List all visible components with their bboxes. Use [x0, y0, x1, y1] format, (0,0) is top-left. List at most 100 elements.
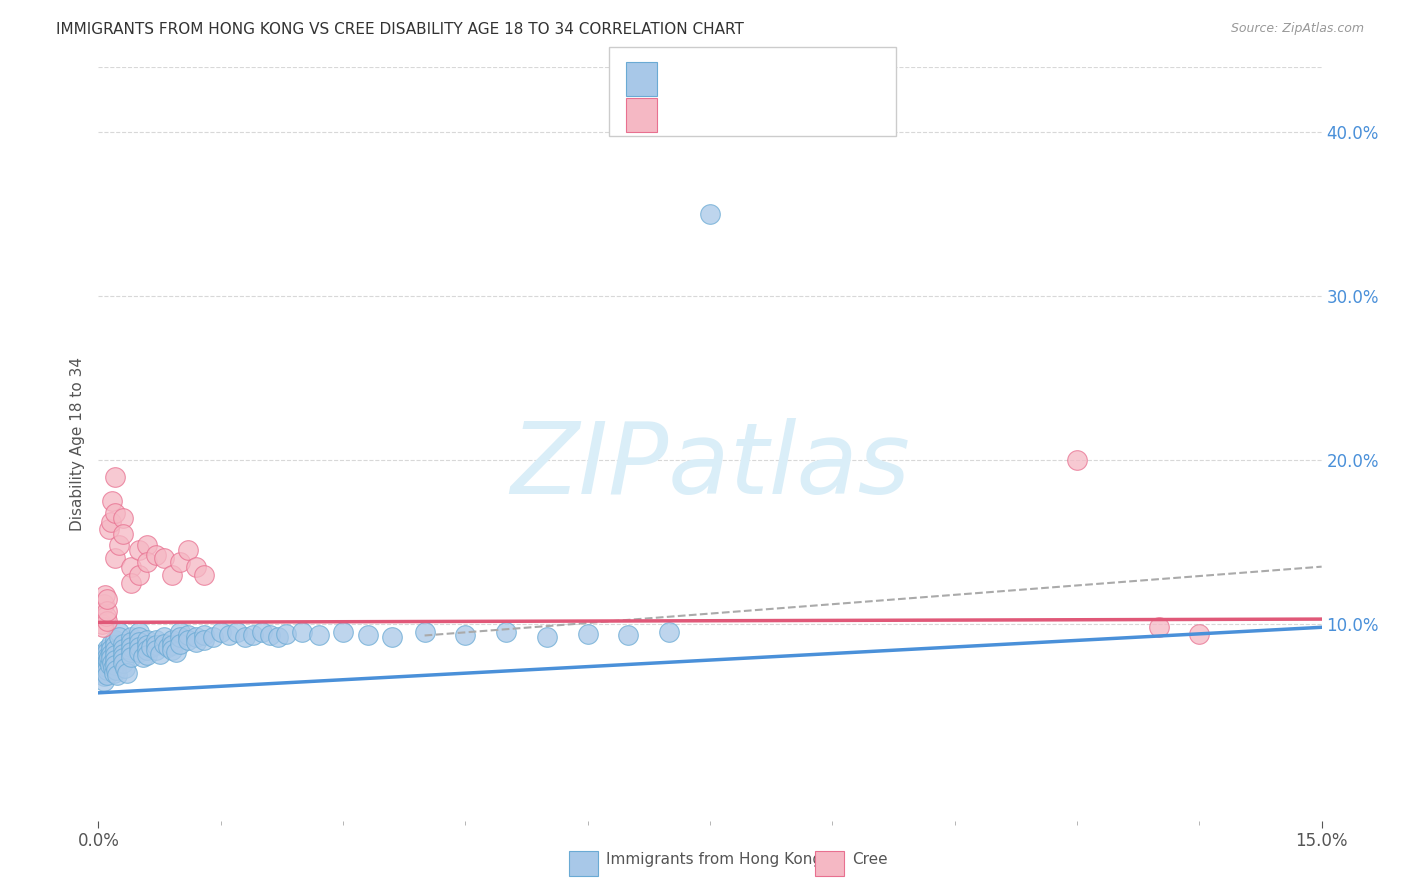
Point	[104, 638, 127, 652]
Point	[169, 555, 191, 569]
Point	[96, 604, 118, 618]
Point	[96, 641, 118, 656]
Point	[136, 638, 159, 652]
Point	[128, 635, 150, 649]
Point	[177, 628, 200, 642]
Point	[259, 628, 281, 642]
Point	[160, 643, 183, 657]
Point	[120, 635, 142, 649]
Point	[96, 592, 118, 607]
Point	[96, 614, 118, 628]
Point	[226, 625, 249, 640]
Point	[193, 633, 215, 648]
Point	[233, 630, 256, 644]
Point	[658, 625, 681, 640]
Point	[332, 625, 354, 640]
Point	[209, 625, 232, 640]
Point	[128, 630, 150, 644]
Point	[617, 628, 640, 642]
Point	[128, 567, 150, 582]
Text: Source: ZipAtlas.com: Source: ZipAtlas.com	[1230, 22, 1364, 36]
Y-axis label: Disability Age 18 to 34: Disability Age 18 to 34	[69, 357, 84, 531]
Text: Cree: Cree	[852, 853, 887, 867]
Text: ZIPatlas: ZIPatlas	[510, 417, 910, 515]
Point	[201, 630, 224, 644]
Point	[576, 627, 599, 641]
Point	[91, 666, 114, 681]
Point	[120, 640, 142, 654]
Point	[100, 651, 122, 665]
Point	[136, 633, 159, 648]
Point	[177, 543, 200, 558]
Point	[93, 674, 115, 689]
Point	[96, 663, 118, 677]
Point	[145, 548, 167, 562]
Point	[111, 641, 134, 656]
Point	[1188, 627, 1211, 641]
Text: 33: 33	[837, 100, 868, 118]
Point	[93, 598, 115, 612]
Point	[104, 506, 127, 520]
Point	[96, 645, 118, 659]
Point	[186, 630, 208, 644]
Point	[136, 538, 159, 552]
Point	[100, 637, 122, 651]
Point	[193, 567, 215, 582]
Point	[97, 653, 120, 667]
Point	[91, 617, 114, 632]
Point	[94, 649, 117, 664]
Text: 102: 102	[837, 64, 875, 82]
Point	[94, 588, 117, 602]
Point	[160, 567, 183, 582]
Point	[120, 559, 142, 574]
Text: 0.011: 0.011	[713, 100, 769, 118]
Point	[91, 647, 114, 661]
Point	[98, 657, 121, 672]
Point	[454, 628, 477, 642]
Text: R =: R =	[671, 100, 710, 118]
Point	[104, 653, 127, 667]
Point	[104, 633, 127, 648]
Point	[104, 551, 127, 566]
Point	[104, 657, 127, 672]
Point	[381, 630, 404, 644]
Point	[100, 647, 122, 661]
Point	[495, 625, 517, 640]
Point	[108, 630, 131, 644]
Point	[120, 645, 142, 659]
Point	[128, 543, 150, 558]
Point	[242, 628, 264, 642]
Text: R =: R =	[671, 64, 710, 82]
Text: N =: N =	[776, 100, 828, 118]
Point	[356, 628, 378, 642]
Point	[93, 669, 115, 683]
Point	[141, 640, 163, 654]
Point	[149, 647, 172, 661]
Point	[128, 645, 150, 659]
Point	[111, 647, 134, 661]
Point	[111, 527, 134, 541]
Point	[91, 661, 114, 675]
Point	[169, 630, 191, 644]
Point	[186, 635, 208, 649]
Point	[105, 663, 128, 677]
Point	[120, 649, 142, 664]
Point	[136, 555, 159, 569]
Point	[114, 661, 136, 675]
Point	[96, 649, 118, 664]
Point	[111, 637, 134, 651]
Point	[1147, 620, 1170, 634]
Text: Immigrants from Hong Kong: Immigrants from Hong Kong	[606, 853, 823, 867]
Point	[145, 633, 167, 648]
Text: 0.189: 0.189	[713, 64, 770, 82]
Point	[105, 668, 128, 682]
Point	[111, 510, 134, 524]
Point	[96, 655, 118, 669]
Point	[132, 649, 155, 664]
Point	[94, 655, 117, 669]
Point	[152, 637, 174, 651]
Point	[413, 625, 436, 640]
Point	[152, 551, 174, 566]
Point	[136, 643, 159, 657]
Point	[100, 641, 122, 656]
